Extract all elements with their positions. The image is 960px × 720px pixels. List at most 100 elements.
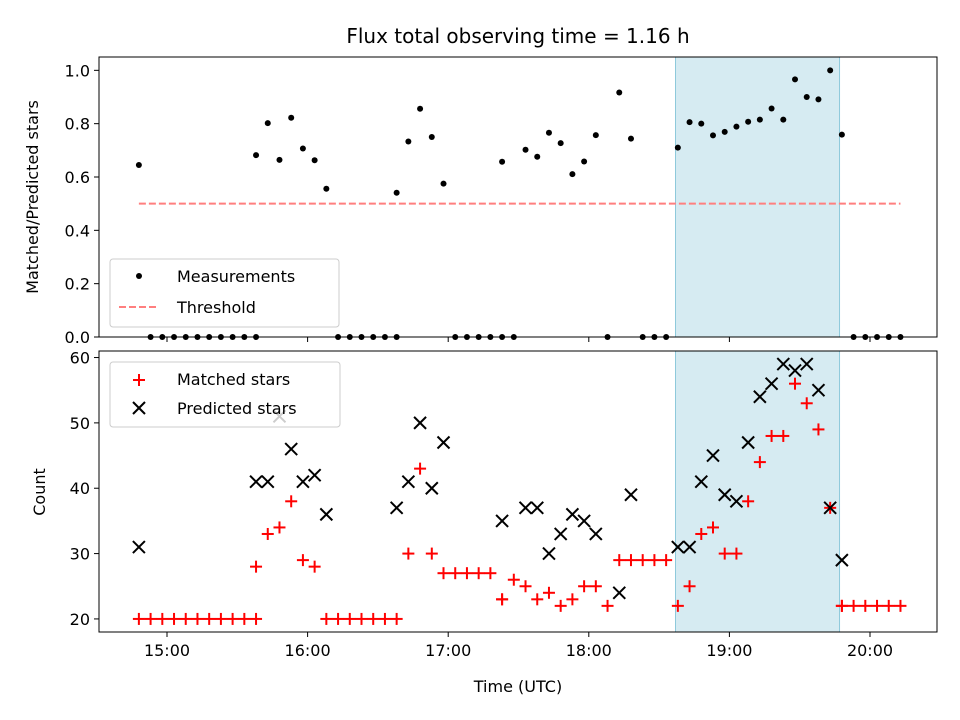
matched-point-25 (414, 462, 427, 475)
predicted-point-7 (319, 507, 334, 522)
bottom-y-tick-label-2: 40 (70, 479, 90, 498)
predicted-point-8 (389, 501, 404, 515)
matched-point-13 (273, 521, 286, 534)
matched-point-23 (390, 612, 403, 625)
matched-point-65 (859, 599, 872, 612)
predicted-point-14 (518, 501, 533, 515)
measurement-point-12 (264, 120, 271, 127)
matched-point-6 (203, 612, 216, 625)
predicted-point-9 (401, 474, 416, 489)
top-legend: Measurements Threshold (109, 258, 340, 328)
matched-point-9 (238, 612, 251, 625)
top-y-tick-label-4: 0.8 (65, 115, 90, 134)
predicted-point-18 (565, 507, 580, 522)
matched-point-47 (660, 554, 673, 567)
predicted-point-36 (823, 501, 837, 515)
predicted-point-19 (577, 514, 591, 528)
measurement-point-38 (545, 129, 552, 136)
measurement-point-11 (253, 152, 260, 159)
predicted-point-22 (624, 488, 638, 502)
matched-point-10 (250, 612, 263, 625)
matched-point-40 (578, 580, 591, 593)
matched-point-64 (847, 599, 860, 612)
legend-threshold-label: Threshold (176, 298, 256, 317)
bottom-y-tick-label-0: 20 (70, 610, 90, 629)
legend-matched-marker (133, 374, 145, 386)
measurement-point-49 (674, 144, 681, 151)
matched-point-15 (296, 554, 309, 567)
matched-point-35 (519, 580, 532, 593)
measurement-point-52 (709, 132, 716, 139)
measurement-point-34 (499, 158, 506, 165)
predicted-point-29 (741, 435, 755, 450)
measurement-point-41 (581, 158, 588, 165)
predicted-point-5 (296, 474, 310, 489)
matched-point-28 (449, 567, 462, 580)
bottom-x-tick-label-0: 15:00 (144, 641, 190, 660)
bottom-legend-box (109, 361, 341, 428)
matched-point-2 (156, 612, 169, 625)
matched-point-17 (320, 612, 333, 625)
predicted-point-28 (729, 494, 744, 509)
bottom-y-tick-label-4: 60 (70, 349, 90, 368)
matched-point-16 (308, 560, 321, 573)
predicted-point-1 (249, 474, 263, 489)
top-y-tick-label-3: 0.6 (65, 168, 90, 187)
measurement-point-50 (686, 119, 693, 126)
matched-point-41 (589, 580, 602, 593)
legend-predicted-marker (132, 401, 146, 415)
predicted-point-15 (530, 501, 544, 515)
matched-point-58 (789, 377, 802, 390)
matched-point-12 (261, 527, 274, 540)
matched-point-44 (624, 554, 637, 567)
matched-point-48 (671, 599, 684, 612)
bottom-x-tick-label-4: 19:00 (706, 641, 752, 660)
predicted-point-4 (284, 442, 298, 456)
measurement-point-36 (522, 146, 529, 153)
matched-point-46 (648, 554, 661, 567)
matched-point-3 (168, 612, 181, 625)
measurement-point-27 (428, 134, 435, 140)
measurement-point-56 (756, 116, 763, 123)
matched-point-29 (460, 567, 473, 580)
measurement-point-63 (838, 131, 845, 138)
matched-point-45 (636, 554, 649, 567)
matched-point-66 (871, 599, 884, 612)
top-y-tick-label-1: 0.2 (65, 275, 90, 294)
bottom-plot-frame (98, 350, 938, 633)
top-highlight-span (675, 56, 841, 338)
matched-point-36 (531, 593, 544, 606)
measurement-point-59 (792, 76, 799, 83)
matched-point-38 (554, 599, 567, 612)
bottom-x-tick-label-1: 16:00 (285, 641, 331, 660)
measurement-point-24 (393, 189, 400, 196)
measurement-point-16 (311, 157, 318, 164)
matched-point-0 (132, 612, 145, 625)
matched-point-57 (777, 429, 790, 442)
legend-measurements-marker (136, 273, 142, 279)
matched-point-56 (765, 429, 778, 442)
top-y-axis-label: Matched/Predicted stars (23, 100, 42, 294)
measurement-point-44 (616, 89, 623, 96)
measurement-point-61 (815, 96, 822, 103)
matched-point-43 (613, 554, 626, 567)
matched-point-14 (285, 495, 298, 508)
matched-point-52 (718, 547, 731, 560)
top-panel: 0.0 0.2 0.4 0.6 0.8 1.0 Flux total observing … (23, 24, 938, 347)
matched-point-8 (226, 612, 239, 625)
measurement-point-0 (135, 162, 142, 168)
measurement-point-14 (288, 114, 295, 121)
predicted-point-31 (764, 376, 779, 391)
predicted-point-0 (132, 540, 146, 554)
legend-predicted-label: Predicted stars (177, 399, 297, 418)
matched-point-53 (730, 547, 743, 560)
matched-point-5 (191, 612, 204, 625)
measurement-point-13 (276, 156, 283, 163)
matched-point-26 (425, 547, 438, 560)
predicted-point-10 (413, 416, 427, 430)
bottom-legend: Matched stars Predicted stars (109, 361, 341, 428)
predicted-point-17 (553, 527, 568, 541)
matched-point-50 (695, 527, 708, 540)
bottom-x-axis-label: Time (UTC) (473, 677, 562, 696)
chart-title: Flux total observing time = 1.16 h (346, 24, 689, 48)
